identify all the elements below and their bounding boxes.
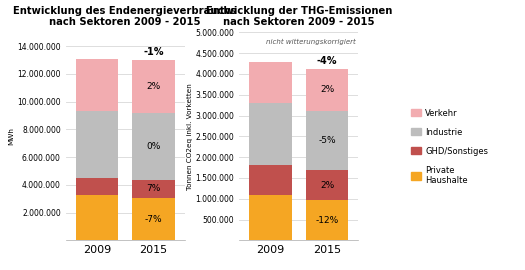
Text: -5%: -5%	[318, 136, 336, 145]
Text: 0%: 0%	[146, 142, 161, 151]
Text: 2%: 2%	[146, 82, 161, 91]
Bar	[132, 60, 175, 113]
Legend: Verkehr, Industrie, GHD/Sonstiges, Private
Haushalte: Verkehr, Industrie, GHD/Sonstiges, Priva…	[411, 109, 488, 185]
Y-axis label: Tonnen CO2eq inkl. Vorketten: Tonnen CO2eq inkl. Vorketten	[187, 83, 193, 190]
Bar	[132, 113, 175, 180]
Bar	[306, 69, 349, 111]
Title: Entwicklung der THG-Emissionen
nach Sektoren 2009 - 2015: Entwicklung der THG-Emissionen nach Sekt…	[206, 6, 392, 28]
Bar	[249, 103, 292, 166]
Bar	[306, 200, 349, 240]
Bar	[306, 170, 349, 200]
Bar	[249, 166, 292, 195]
Title: Entwicklung des Endenergieverbrauchs
nach Sektoren 2009 - 2015: Entwicklung des Endenergieverbrauchs nac…	[14, 6, 237, 28]
Bar	[76, 195, 118, 240]
Y-axis label: MWh: MWh	[8, 127, 14, 145]
Text: 2%: 2%	[320, 85, 334, 94]
Bar	[132, 180, 175, 198]
Text: 7%: 7%	[146, 184, 161, 193]
Text: nicht witterungskorrigiert: nicht witterungskorrigiert	[266, 39, 356, 45]
Bar	[249, 62, 292, 103]
Bar	[76, 178, 118, 195]
Bar	[132, 198, 175, 240]
Bar	[249, 195, 292, 240]
Bar	[76, 59, 118, 112]
Text: -1%: -1%	[143, 47, 164, 57]
Bar	[76, 112, 118, 178]
Text: 2%: 2%	[320, 181, 334, 190]
Text: -4%: -4%	[317, 56, 338, 66]
Bar	[306, 111, 349, 170]
Text: -12%: -12%	[316, 216, 339, 225]
Text: -7%: -7%	[145, 215, 162, 224]
